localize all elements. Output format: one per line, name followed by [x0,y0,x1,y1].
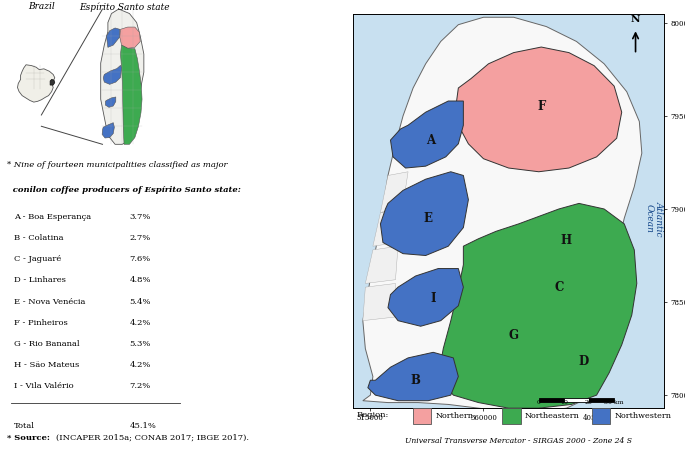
Text: C: C [554,281,564,294]
Text: 45.1%: 45.1% [129,422,156,429]
Text: 3.7%: 3.7% [129,213,151,221]
Text: D - Linhares: D - Linhares [14,276,66,284]
Polygon shape [390,101,463,168]
Polygon shape [103,65,121,84]
Polygon shape [105,97,116,107]
Polygon shape [101,9,144,144]
Polygon shape [524,358,566,395]
Polygon shape [488,246,529,283]
Text: I - Vila Valério: I - Vila Valério [14,382,74,390]
Text: Atlantic
Ocean: Atlantic Ocean [645,201,664,236]
Polygon shape [121,45,142,144]
Text: E - Nova Venécia: E - Nova Venécia [14,298,86,305]
Polygon shape [363,283,395,321]
Text: 5.3%: 5.3% [129,340,151,348]
Text: 7.2%: 7.2% [129,382,151,390]
Text: Region:: Region: [356,411,388,419]
Text: Universal Transverse Mercator - SIRGAS 2000 - Zone 24 S: Universal Transverse Mercator - SIRGAS 2… [406,437,632,445]
Polygon shape [120,27,140,48]
Text: F: F [537,100,545,113]
Polygon shape [438,203,637,408]
Text: 20: 20 [585,400,593,405]
Polygon shape [50,79,55,85]
Bar [592,408,610,424]
Text: Northern: Northern [435,412,473,420]
Text: 4.8%: 4.8% [129,276,151,284]
Polygon shape [488,321,524,358]
Polygon shape [488,283,524,321]
Text: I: I [430,292,436,305]
Text: * Nine of fourteen municipalities classified as major: * Nine of fourteen municipalities classi… [7,161,227,169]
Text: * Source:: * Source: [7,434,50,442]
Text: 4.2%: 4.2% [129,361,151,369]
Polygon shape [363,17,642,412]
Bar [589,398,614,402]
Text: H - São Mateus: H - São Mateus [14,361,79,369]
Polygon shape [18,65,55,102]
Polygon shape [102,123,114,138]
Text: 5.4%: 5.4% [129,298,151,305]
Text: F - Pinheiros: F - Pinheiros [14,319,68,327]
Polygon shape [380,172,469,256]
Polygon shape [524,321,566,358]
Polygon shape [380,172,408,213]
Text: A: A [426,133,435,147]
Text: N: N [631,15,640,24]
Text: Brazil: Brazil [28,2,55,11]
Text: H: H [561,234,572,247]
Text: G - Rio Bananal: G - Rio Bananal [14,340,80,348]
Text: 7.6%: 7.6% [129,255,151,263]
Polygon shape [106,28,120,47]
Polygon shape [488,97,539,134]
Text: D: D [579,355,589,368]
Text: Total: Total [14,422,36,429]
Bar [502,408,521,424]
Polygon shape [373,209,403,246]
Text: B - Colatina: B - Colatina [14,234,64,242]
Text: B: B [411,374,421,387]
Text: conilon coffee producers of Espírito Santo state:: conilon coffee producers of Espírito San… [7,186,241,193]
Bar [539,398,564,402]
Text: (INCAPER 2015a; CONAB 2017; IBGE 2017).: (INCAPER 2015a; CONAB 2017; IBGE 2017). [55,434,249,442]
Polygon shape [524,283,569,321]
Bar [564,398,589,402]
Text: Northeastern: Northeastern [525,412,580,420]
Polygon shape [368,352,458,400]
Text: Espírito Santo state: Espírito Santo state [79,2,169,12]
Polygon shape [484,358,524,395]
Text: Northwestern: Northwestern [614,412,671,420]
Polygon shape [365,246,398,283]
Text: E: E [424,212,433,225]
Polygon shape [456,47,622,172]
Text: 30 km: 30 km [604,400,624,405]
Bar [412,408,431,424]
Text: 10: 10 [560,400,568,405]
Text: 2.7%: 2.7% [129,234,151,242]
Text: 0: 0 [537,400,540,405]
Text: G: G [509,329,519,342]
Text: A - Boa Esperança: A - Boa Esperança [14,213,92,221]
Text: 4.2%: 4.2% [129,319,151,327]
Text: C - Jaguaré: C - Jaguaré [14,255,62,263]
Polygon shape [388,268,463,326]
